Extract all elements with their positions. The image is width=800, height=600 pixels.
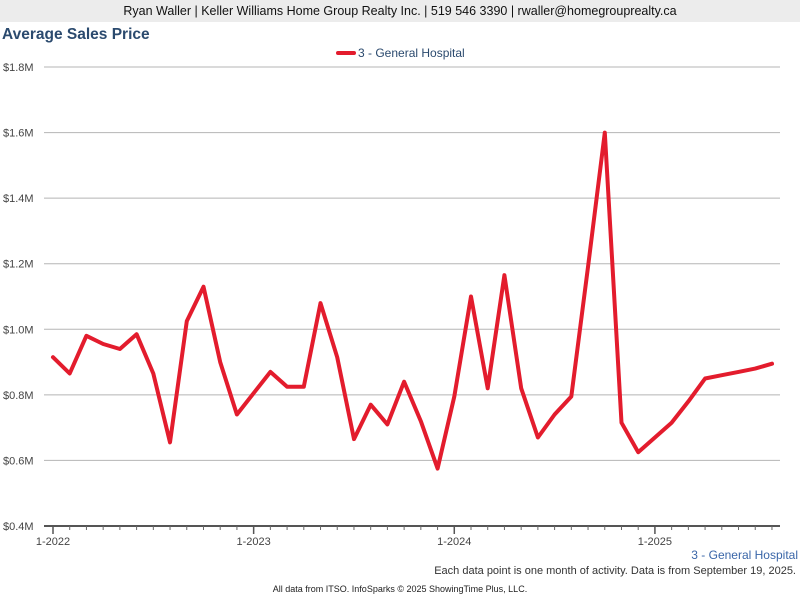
x-tick-label: 1-2024 — [437, 536, 471, 548]
data-footnote: Each data point is one month of activity… — [434, 565, 796, 577]
credits: All data from ITSO. InfoSparks © 2025 Sh… — [272, 584, 528, 594]
y-tick-label: $1.2M — [3, 259, 34, 271]
y-tick-label: $1.0M — [3, 324, 34, 336]
chart-title: Average Sales Price — [2, 26, 150, 43]
y-tick-label: $0.8M — [3, 390, 34, 402]
x-tick-label: 1-2023 — [237, 536, 271, 548]
legend-label: 3 - General Hospital — [358, 46, 465, 60]
region-label[interactable]: 3 - General Hospital — [691, 548, 798, 562]
y-tick-label: $1.8M — [3, 62, 34, 74]
series-line — [51, 130, 774, 471]
y-tick-label: $1.6M — [3, 128, 34, 140]
y-tick-label: $1.4M — [3, 193, 34, 205]
y-tick-label: $0.4M — [3, 521, 34, 533]
y-tick-label: $0.6M — [3, 455, 34, 467]
contact-header: Ryan Waller | Keller Williams Home Group… — [0, 0, 800, 22]
x-tick-label: 1-2025 — [638, 536, 672, 548]
x-tick-label: 1-2022 — [36, 536, 70, 548]
